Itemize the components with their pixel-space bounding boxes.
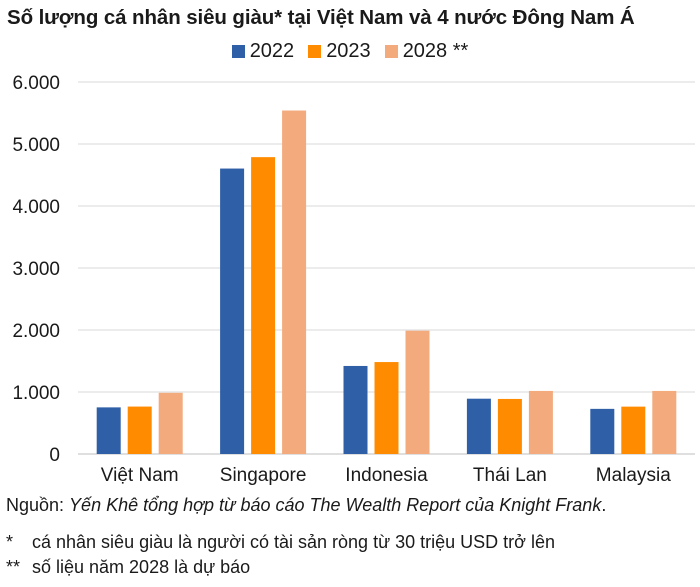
footnote-2-mark: ** [6,557,21,577]
footnote-1-text: cá nhân siêu giàu là người có tài sản rò… [32,532,555,552]
bar [497,398,522,454]
footnote-1: * cá nhân siêu giàu là người có tài sản … [6,532,555,553]
bar [96,407,121,454]
x-tick-label: Việt Nam [101,465,179,486]
legend-label-2023: 2023 [326,40,371,62]
bar [158,392,183,454]
chart-title: Số lượng cá nhân siêu giàu* tại Việt Nam… [7,6,635,29]
bar [127,406,152,454]
bar [590,408,615,454]
bar [251,157,276,455]
y-tick-label: 6.000 [12,73,60,94]
y-tick-label: 0 [49,445,60,466]
x-tick-label: Singapore [220,465,307,486]
x-tick-label: Indonesia [345,465,428,486]
bar [282,110,307,455]
bar [220,168,245,454]
y-tick-label: 5.000 [12,135,60,156]
legend-swatch-2023 [308,45,322,58]
y-tick-label: 1.000 [12,383,60,404]
y-tick-label: 4.000 [12,197,60,218]
bar [528,390,553,454]
legend-item-2023: 2023 [308,40,371,63]
x-axis-ticks: Việt Nam Singapore Indonesia Thái Lan Malays… [101,465,671,486]
bar [652,390,677,454]
bars [96,110,677,455]
bar [621,406,646,454]
bar [374,362,399,454]
legend-item-2028: 2028 ** [384,40,469,63]
chart-legend: 2022 2023 2028 ** [0,40,700,63]
legend-label-2028: 2028 ** [402,40,469,62]
legend-label-2022: 2022 [249,40,295,62]
y-tick-label: 2.000 [12,321,60,342]
footnote-2-text: số liệu năm 2028 là dự báo [32,557,251,577]
footnote-1-mark: * [6,532,14,552]
legend-item-2022: 2022 [231,40,295,63]
source-prefix: Nguồn: [6,495,70,515]
source-suffix: . [601,495,607,515]
bar [343,365,368,454]
source-note: Nguồn: Yến Khê tổng hợp từ báo cáo The W… [6,495,606,516]
source-text: Yến Khê tổng hợp từ báo cáo The Wealth R… [69,495,602,515]
x-tick-label: Thái Lan [473,465,547,486]
bar [405,330,430,454]
bar [466,398,491,454]
bar-chart: 0 1.000 2.000 3.000 4.000 5.000 6.000 Việt Nam… [12,73,695,486]
legend-swatch-2028 [384,45,398,58]
footnote-2: ** số liệu năm 2028 là dự báo [6,557,250,578]
x-tick-label: Malaysia [596,465,671,486]
y-axis-ticks: 0 1.000 2.000 3.000 4.000 5.000 6.000 [12,73,60,466]
y-tick-label: 3.000 [12,259,60,280]
legend-swatch-2022 [231,45,245,58]
